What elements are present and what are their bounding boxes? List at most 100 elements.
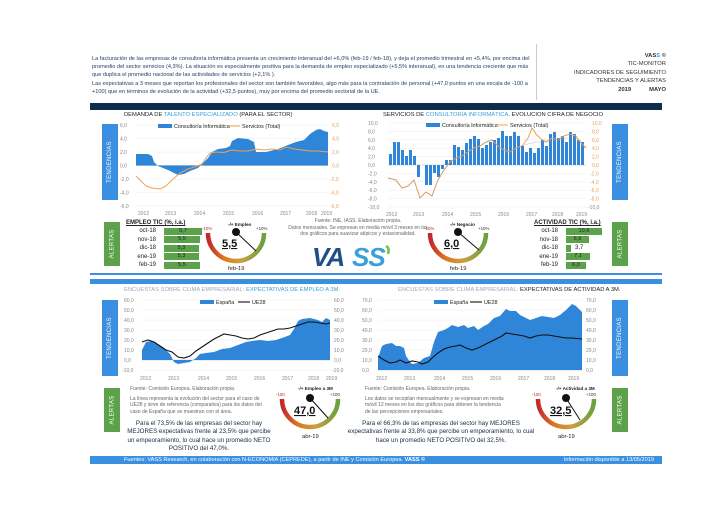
svg-text:47,0: 47,0	[294, 405, 315, 417]
svg-text:feb-19: feb-19	[228, 266, 244, 272]
svg-text:50,0: 50,0	[334, 308, 344, 314]
gauge-empleo-3m: -/+ Empleo a 3M -100 +100 47,0 abr-19	[276, 386, 340, 440]
svg-text:8,0: 8,0	[368, 129, 375, 135]
section-band	[90, 279, 662, 284]
table-row: oct-18 5,7	[126, 227, 202, 236]
svg-text:30,0: 30,0	[586, 338, 596, 344]
gauge-empleo: -/+ Empleo -10% +10% 5,5 feb-19	[202, 222, 267, 272]
svg-text:2014: 2014	[194, 211, 205, 217]
svg-text:Servicios (Total): Servicios (Total)	[242, 124, 281, 130]
svg-text:70,0: 70,0	[586, 298, 596, 304]
chart4-activity-expectations: 70,0 60,0 50,0 40,0 30,0 20,0 10,0 0,0 70,0 60,0…	[362, 298, 596, 382]
svg-text:40,0: 40,0	[586, 328, 596, 334]
svg-text:España: España	[450, 300, 468, 306]
alertas-tab-3: ALERTAS	[104, 388, 120, 432]
svg-text:40,0: 40,0	[362, 328, 372, 334]
svg-text:10,0: 10,0	[362, 358, 372, 364]
svg-text:10,0: 10,0	[586, 358, 596, 364]
svg-text:2019: 2019	[568, 376, 579, 382]
svg-text:-6,0: -6,0	[330, 204, 339, 210]
svg-text:30,0: 30,0	[124, 328, 134, 334]
svg-text:2013: 2013	[413, 212, 424, 218]
svg-text:-/+ Empleo: -/+ Empleo	[228, 222, 252, 227]
svg-text:60,0: 60,0	[362, 308, 372, 314]
svg-text:2012: 2012	[140, 376, 151, 382]
svg-text:2015: 2015	[223, 211, 234, 217]
svg-text:2015: 2015	[462, 376, 473, 382]
svg-text:2017: 2017	[282, 376, 293, 382]
svg-text:+10%: +10%	[256, 226, 267, 231]
svg-text:-8,0: -8,0	[590, 197, 599, 203]
svg-text:-4,0: -4,0	[368, 180, 377, 186]
svg-text:-10,0: -10,0	[122, 368, 134, 374]
svg-text:-/+ Negocio: -/+ Negocio	[450, 222, 475, 227]
table-row: nov-18 6,9	[528, 236, 602, 245]
brand-line2: INDICADORES DE SEGUIMIENTO	[573, 69, 666, 76]
svg-text:2013: 2013	[165, 211, 176, 217]
svg-text:2016: 2016	[254, 376, 265, 382]
brand-name: VASS ©	[644, 53, 666, 59]
brand-line1: TIC-MONITOR	[627, 61, 666, 68]
intro-paragraph-1: La facturación de las empresas de consul…	[92, 56, 530, 79]
svg-text:SS: SS	[352, 242, 386, 270]
alertas-tab-4: ALERTAS	[612, 388, 628, 432]
svg-text:2,0: 2,0	[120, 150, 127, 156]
svg-text:70,0: 70,0	[362, 298, 372, 304]
svg-text:0,0: 0,0	[586, 368, 593, 374]
svg-text:-10%: -10%	[202, 226, 212, 231]
svg-text:2018: 2018	[552, 212, 563, 218]
svg-text:32,5: 32,5	[550, 405, 571, 417]
svg-text:-100: -100	[276, 392, 285, 397]
chart4-title: ENCUESTAS SOBRE CLIMA EMPRESARIAL: EXPEC…	[398, 287, 621, 293]
svg-text:50,0: 50,0	[362, 318, 372, 324]
svg-text:UE28: UE28	[484, 300, 498, 306]
svg-text:Servicios (Total): Servicios (Total)	[510, 123, 549, 129]
svg-text:0,0: 0,0	[334, 358, 341, 364]
tendencias-tab-2: TENDENCIAS	[612, 124, 628, 200]
svg-text:VA: VA	[312, 242, 344, 270]
table-row: feb-19 6,0	[528, 261, 602, 270]
svg-text:20,0: 20,0	[124, 338, 134, 344]
svg-text:2,0: 2,0	[368, 155, 375, 161]
svg-text:2016: 2016	[252, 211, 263, 217]
svg-text:0,0: 0,0	[362, 368, 369, 374]
brand-year: 2019	[618, 86, 632, 93]
svg-text:2014: 2014	[442, 212, 453, 218]
svg-text:5,5: 5,5	[222, 238, 237, 250]
chart4-summary: Para el 66,3% de las empresas del sector…	[347, 420, 535, 444]
svg-text:abr-19: abr-19	[302, 434, 319, 440]
svg-text:-2,0: -2,0	[590, 171, 599, 177]
divider	[536, 44, 537, 100]
svg-text:2015: 2015	[226, 376, 237, 382]
svg-text:0,0: 0,0	[592, 163, 599, 169]
svg-text:-2,0: -2,0	[120, 177, 129, 183]
svg-text:2013: 2013	[404, 376, 415, 382]
svg-text:10,0: 10,0	[334, 348, 344, 354]
footer-sources: Fuentes: VASS Research, en colaboración …	[124, 457, 426, 463]
footer-availability: Información disponible a 13/05/2019	[563, 457, 654, 463]
table-row: ene-19 5,3	[126, 253, 202, 262]
svg-text:2012: 2012	[376, 376, 387, 382]
empleo-table-header: EMPLEO TIC (%, i.a.)	[126, 220, 186, 226]
chart3-title: ENCUESTAS SOBRE CLIMA EMPRESARIAL: EXPEC…	[124, 287, 341, 293]
svg-text:2014: 2014	[434, 376, 445, 382]
svg-text:-/+ Empleo a 3M: -/+ Empleo a 3M	[298, 386, 333, 391]
svg-text:20,0: 20,0	[334, 338, 344, 344]
svg-text:0,0: 0,0	[332, 164, 339, 170]
svg-text:-10,0: -10,0	[332, 368, 344, 374]
svg-text:2019: 2019	[576, 212, 587, 218]
svg-text:+100: +100	[330, 392, 340, 397]
svg-text:4,0: 4,0	[332, 137, 339, 143]
svg-text:20,0: 20,0	[586, 348, 596, 354]
svg-text:2019: 2019	[321, 211, 332, 217]
chart1-talent-demand: 6,0 4,0 2,0 0,0 -2,0 -4,0 -6,0 6,0 4,0 2,0 0,0 -2,…	[120, 123, 339, 217]
svg-text:2013: 2013	[168, 376, 179, 382]
svg-text:2012: 2012	[386, 212, 397, 218]
svg-text:8,0: 8,0	[592, 129, 599, 135]
svg-text:6,0: 6,0	[444, 238, 459, 250]
svg-text:2017: 2017	[280, 211, 291, 217]
svg-text:60,0: 60,0	[124, 298, 134, 304]
chart1-title: DEMANDA DE TALENTO ESPECIALIZADO (PARA E…	[124, 112, 293, 118]
svg-text:6,0: 6,0	[120, 123, 127, 129]
svg-text:40,0: 40,0	[124, 318, 134, 324]
